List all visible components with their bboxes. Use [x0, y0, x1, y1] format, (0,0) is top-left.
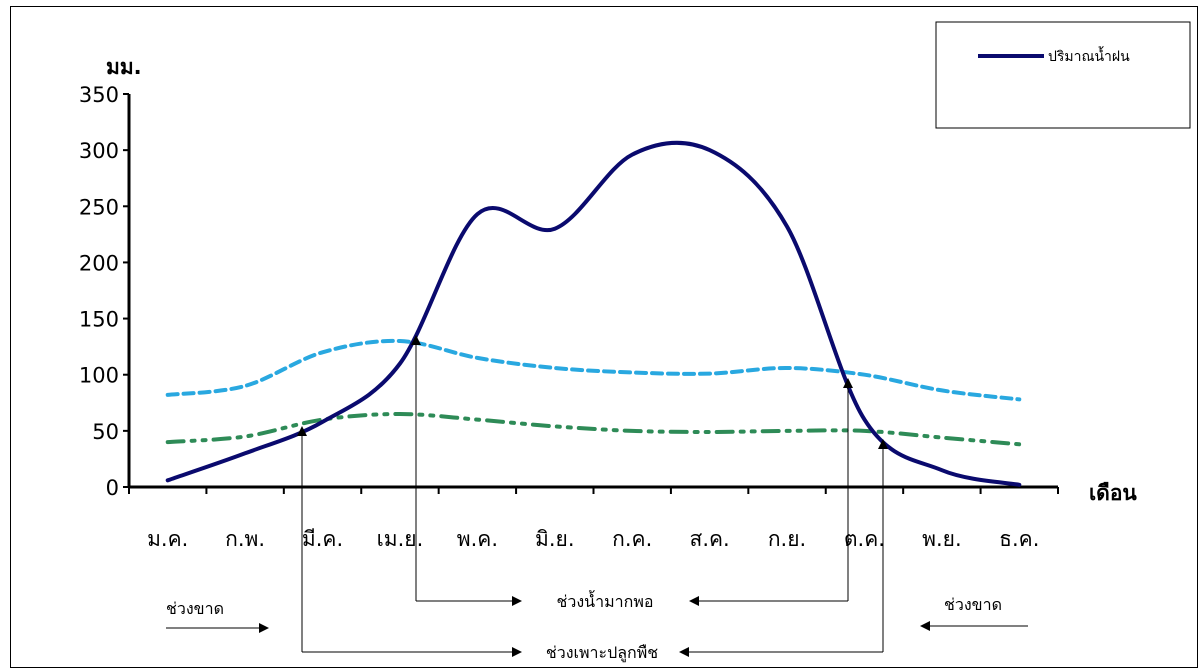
x-tick-label: ส.ค. [690, 527, 730, 551]
y-tick-label: 300 [79, 139, 119, 163]
y-tick-label: 100 [79, 364, 119, 388]
planting-period-label: ช่วงเพาะปลูกพืช [546, 643, 658, 663]
x-tick-label: พ.ย. [922, 527, 962, 551]
annotation-lines [166, 335, 1028, 657]
dry-period-right-label: ช่วงขาด [944, 595, 1002, 614]
x-axis-ticks: ม.ค. ก.พ. มี.ค. เม.ย. พ.ค. มิ.ย. ก.ค. ส.ค. ก.ย. ต… [128, 487, 1059, 551]
surplus-period-label: ช่วงน้ำมากพอ [557, 590, 654, 611]
series-blue-dashed-line [165, 338, 1022, 402]
x-tick-label: ต.ค. [844, 527, 885, 551]
x-tick-label: พ.ค. [457, 527, 498, 551]
y-tick-label: 200 [79, 251, 119, 275]
x-tick-label: ก.ค. [612, 527, 652, 551]
legend-box [935, 21, 1191, 129]
series-rainfall-line [165, 140, 1022, 487]
dry-period-left-label: ช่วงขาด [166, 599, 224, 618]
x-tick-label: ม.ค. [147, 527, 188, 551]
x-axis-title: เดือน [1089, 481, 1137, 505]
x-tick-label: ธ.ค. [999, 527, 1039, 551]
x-tick-label: มี.ค. [302, 527, 343, 551]
y-axis-title: มม. [106, 55, 142, 79]
x-tick-label: มิ.ย. [535, 527, 575, 551]
legend-label-rainfall: ปริมาณน้ำฝน [1048, 46, 1130, 65]
series-green-dashdot-line [165, 412, 1022, 447]
y-tick-label: 350 [79, 83, 119, 107]
legend: ปริมาณน้ำฝน [935, 21, 1191, 129]
x-tick-label: ก.ย. [768, 527, 806, 551]
y-tick-label: 0 [106, 476, 119, 500]
y-tick-label: 50 [92, 420, 119, 444]
series-layer [165, 140, 1022, 487]
y-axis-ticks: 0 50 100 150 200 250 300 350 [79, 83, 129, 500]
y-tick-label: 250 [79, 195, 119, 219]
x-tick-label: ก.พ. [225, 527, 265, 551]
y-tick-label: 150 [79, 308, 119, 332]
